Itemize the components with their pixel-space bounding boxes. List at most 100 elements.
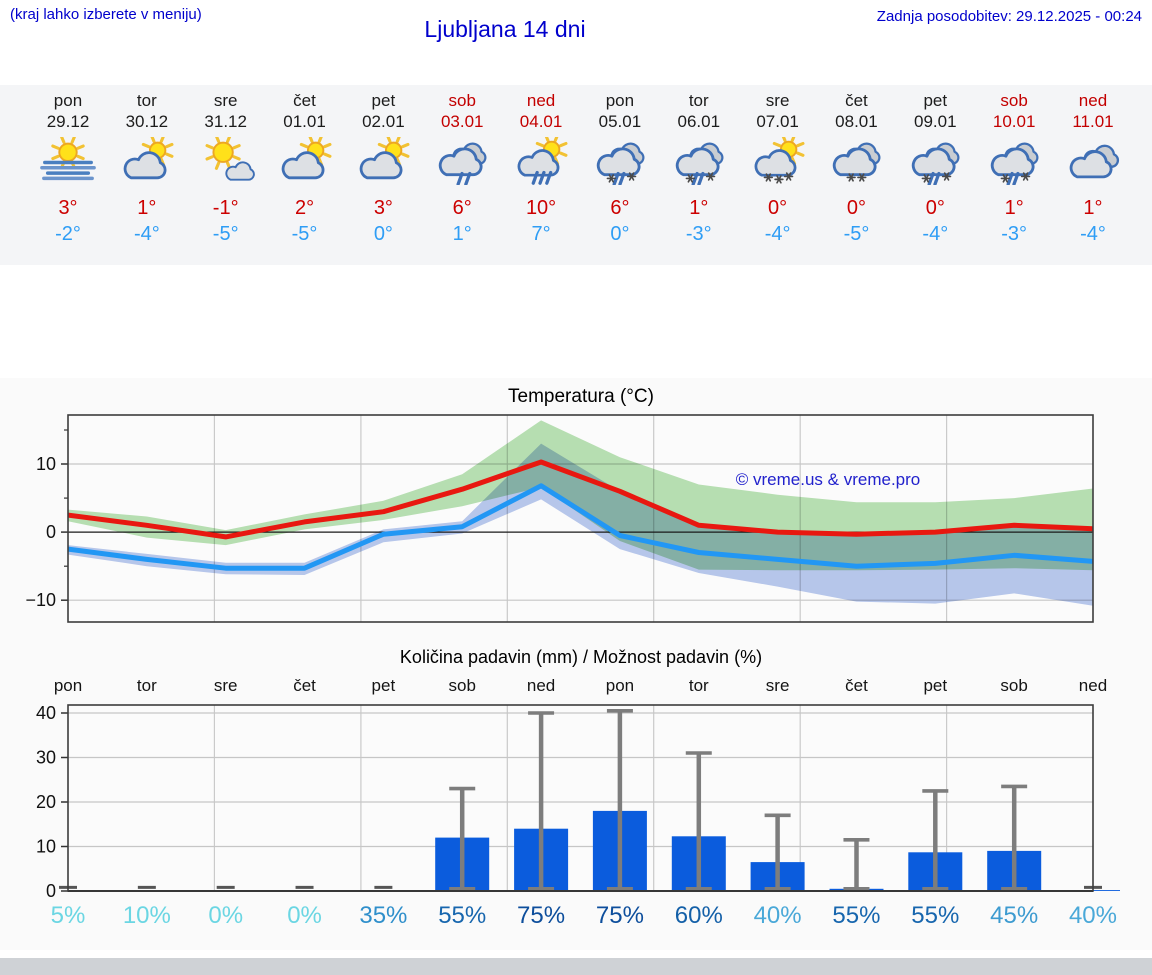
high-temp: 2°: [294, 197, 315, 219]
weather-icon: [827, 137, 885, 190]
day-date: 02.01: [362, 112, 405, 132]
weather-icon: [985, 137, 1043, 190]
low-temp: 1°: [452, 223, 472, 245]
day-date: 07.01: [756, 112, 799, 132]
day-name: tor: [688, 91, 709, 110]
day-name: pon: [605, 91, 635, 110]
day-temps: 1° -3°: [686, 195, 712, 247]
precip-probability: 55%: [832, 902, 881, 929]
precip-probability: 0%: [208, 902, 244, 929]
day-name: čet: [293, 91, 316, 110]
forecast-day: sre 07.01: [756, 90, 799, 133]
precip-probability: 0%: [287, 902, 322, 929]
day-temps: 1° -4°: [1080, 195, 1106, 247]
weather-icon: [906, 137, 964, 190]
low-temp: -3°: [685, 223, 712, 245]
low-temp: -4°: [133, 223, 160, 245]
day-temps: 1° -4°: [134, 195, 160, 247]
low-temp: -5°: [843, 223, 870, 245]
forecast-day: čet 08.01: [835, 90, 878, 133]
day-name: pet: [371, 91, 396, 110]
forecast-day: čet 01.01: [283, 90, 326, 133]
weather-icon: [118, 134, 176, 190]
forecast-day: ned 11.01: [1072, 90, 1113, 133]
weather-icon: [749, 133, 807, 190]
high-temp: 0°: [768, 197, 788, 219]
forecast-day: tor 06.01: [677, 90, 720, 133]
menu-hint-text: (kraj lahko izberete v meniju): [10, 6, 202, 23]
precip-probability: 75%: [517, 902, 566, 929]
precip-day-labels: pon tor sre čet pet sob ned pon tor sre čet pet sob n…: [0, 676, 1152, 698]
low-temp: 0°: [610, 223, 630, 245]
low-temp: -4°: [1080, 223, 1106, 245]
cloud-icon: [1069, 144, 1120, 179]
last-update-text: Zadnja posodobitev: 29.12.2025 - 00:24: [876, 8, 1142, 25]
forecast-day: pon 05.01: [599, 90, 642, 133]
precip-ytick: 30: [36, 748, 56, 768]
low-temp: -5°: [291, 223, 318, 245]
rain-snow-icon: [912, 142, 960, 186]
day-temps: -1° -5°: [213, 195, 239, 247]
day-temps: 0° -5°: [844, 195, 870, 247]
high-temp: 3°: [373, 197, 393, 219]
forecast-day: sob 10.01: [993, 90, 1036, 133]
high-temp: 6°: [452, 197, 472, 219]
precipitation-chart-title: Količina padavin (mm) / Možnost padavin …: [399, 647, 763, 667]
day-temps: 3° 0°: [374, 195, 393, 247]
precip-ytick: 10: [36, 837, 56, 857]
low-temp: 0°: [373, 223, 393, 245]
temperature-chart-svg: 10 0 −10 © vreme.us & vreme.pro: [25, 414, 1094, 623]
day-temps: 0° -4°: [765, 195, 791, 247]
day-date: 29.12: [46, 112, 90, 132]
low-temp: -3°: [1001, 223, 1028, 245]
day-temps: 2° -5°: [292, 195, 318, 247]
weather-icon: [354, 134, 412, 190]
precip-day-label: čet: [845, 676, 868, 695]
high-temp: -1°: [212, 197, 239, 219]
precip-probability: 45%: [990, 902, 1039, 929]
precip-probability-row: 5% 10% 0% 0% 35% 55% 75% 75% 60% 40% 55% 55% 45% 40%: [0, 902, 1152, 934]
tmax-line: [68, 459, 1093, 540]
day-name: ned: [526, 91, 556, 110]
rain-snow-icon: [596, 142, 645, 186]
day-temps: 6° 0°: [610, 195, 629, 247]
day-name: sob: [448, 91, 476, 110]
precip-probability: 55%: [911, 902, 960, 929]
sun-smallcloud-icon: [205, 134, 255, 181]
high-temp: 10°: [525, 197, 557, 219]
precip-day-label: sob: [448, 676, 476, 695]
precipitation-chart-svg: 0 10 20 30 40: [36, 703, 1120, 901]
high-temp: 1°: [137, 197, 157, 219]
forecast-day: pon 29.12: [47, 90, 90, 133]
cloud-sun-icon: [281, 134, 332, 180]
day-date: 03.01: [440, 112, 484, 132]
high-temp: 1°: [689, 197, 709, 219]
low-temp: -4°: [764, 223, 791, 245]
temperature-chart: 10 0 −10 © vreme.us & vreme.pro: [0, 385, 1152, 635]
precip-probability: 60%: [674, 902, 723, 929]
cloud-snow-icon: [833, 142, 881, 182]
forecast-day: ned 04.01: [520, 90, 563, 133]
high-temp: 1°: [1004, 197, 1024, 219]
weather-icon: [39, 135, 97, 190]
watermark-link[interactable]: © vreme.us & vreme.pro: [736, 470, 920, 489]
day-date: 01.01: [283, 112, 326, 132]
temp-ytick: 0: [46, 522, 56, 542]
day-date: 09.01: [914, 112, 957, 132]
tmin-line: [68, 483, 1093, 571]
page-title: Ljubljana 14 dni: [424, 16, 586, 42]
sun-cloud-snow-icon: [754, 133, 805, 184]
day-date: 10.01: [992, 112, 1036, 132]
weather-icon: [433, 137, 491, 190]
temperature-chart-title: Temperatura (°C): [508, 386, 654, 407]
forecast-day: sre 31.12: [204, 90, 247, 133]
day-temps: 0° -4°: [922, 195, 948, 247]
day-date: 31.12: [204, 112, 247, 132]
low-temp: -4°: [922, 223, 949, 245]
weather-icon: [670, 137, 728, 190]
weather-icon: [512, 133, 570, 190]
high-temp: 1°: [1083, 197, 1103, 219]
weather-icon: [591, 137, 649, 190]
day-name: pon: [53, 91, 83, 110]
